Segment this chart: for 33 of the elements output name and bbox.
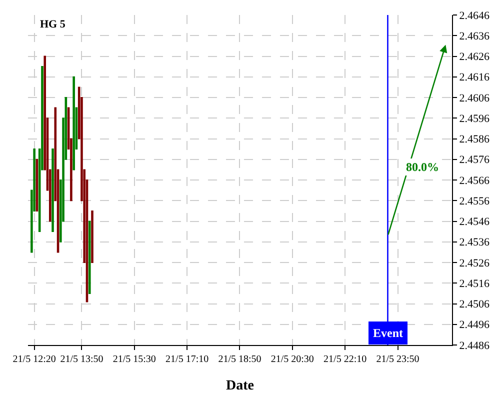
- annotation: 80.0%: [406, 160, 439, 174]
- y-tick-label: 2.4516: [459, 278, 490, 290]
- y-tick-label: 2.4536: [459, 236, 490, 249]
- y-tick-label: 2.4636: [459, 30, 490, 42]
- chart-title: HG 5: [40, 18, 66, 31]
- candlestick: [52, 148, 54, 232]
- x-tick-label: 21/5 18:50: [218, 354, 262, 365]
- ref-line-label: Event: [373, 326, 404, 340]
- x-tick-label: 21/5 20:30: [270, 354, 314, 365]
- y-tick-label: 2.4616: [459, 72, 490, 84]
- y-tick-label: 2.4556: [459, 195, 490, 208]
- candlestick: [72, 76, 75, 170]
- y-tick-label: 2.4496: [459, 319, 490, 332]
- y-tick-label: 2.4526: [459, 257, 490, 270]
- x-tick-label: 21/5 17:10: [166, 354, 209, 365]
- x-tick-label: 21/5 23:50: [376, 354, 420, 365]
- y-tick-label: 2.4626: [459, 51, 490, 64]
- y-tick-label: 2.4586: [459, 134, 490, 146]
- y-tick-label: 2.4486: [459, 340, 490, 352]
- y-tick-label: 2.4576: [459, 154, 490, 166]
- x-tick-label: 21/5 15:30: [112, 354, 156, 365]
- y-tick-label: 2.4546: [459, 216, 490, 228]
- x-tick-label: 21/5 22:10: [324, 354, 367, 365]
- y-tick-label: 2.4646: [459, 10, 490, 22]
- x-axis-title: Date: [226, 378, 254, 394]
- y-tick-label: 2.4596: [459, 112, 490, 125]
- y-tick-label: 2.4506: [459, 298, 490, 311]
- x-tick-label: 21/5 13:50: [60, 354, 104, 365]
- y-tick-label: 2.4606: [459, 92, 490, 104]
- candlestick: [88, 220, 91, 294]
- candlestick: [91, 210, 94, 263]
- y-tick-label: 2.4566: [459, 174, 490, 187]
- x-tick-label: 21/5 12:20: [12, 354, 56, 365]
